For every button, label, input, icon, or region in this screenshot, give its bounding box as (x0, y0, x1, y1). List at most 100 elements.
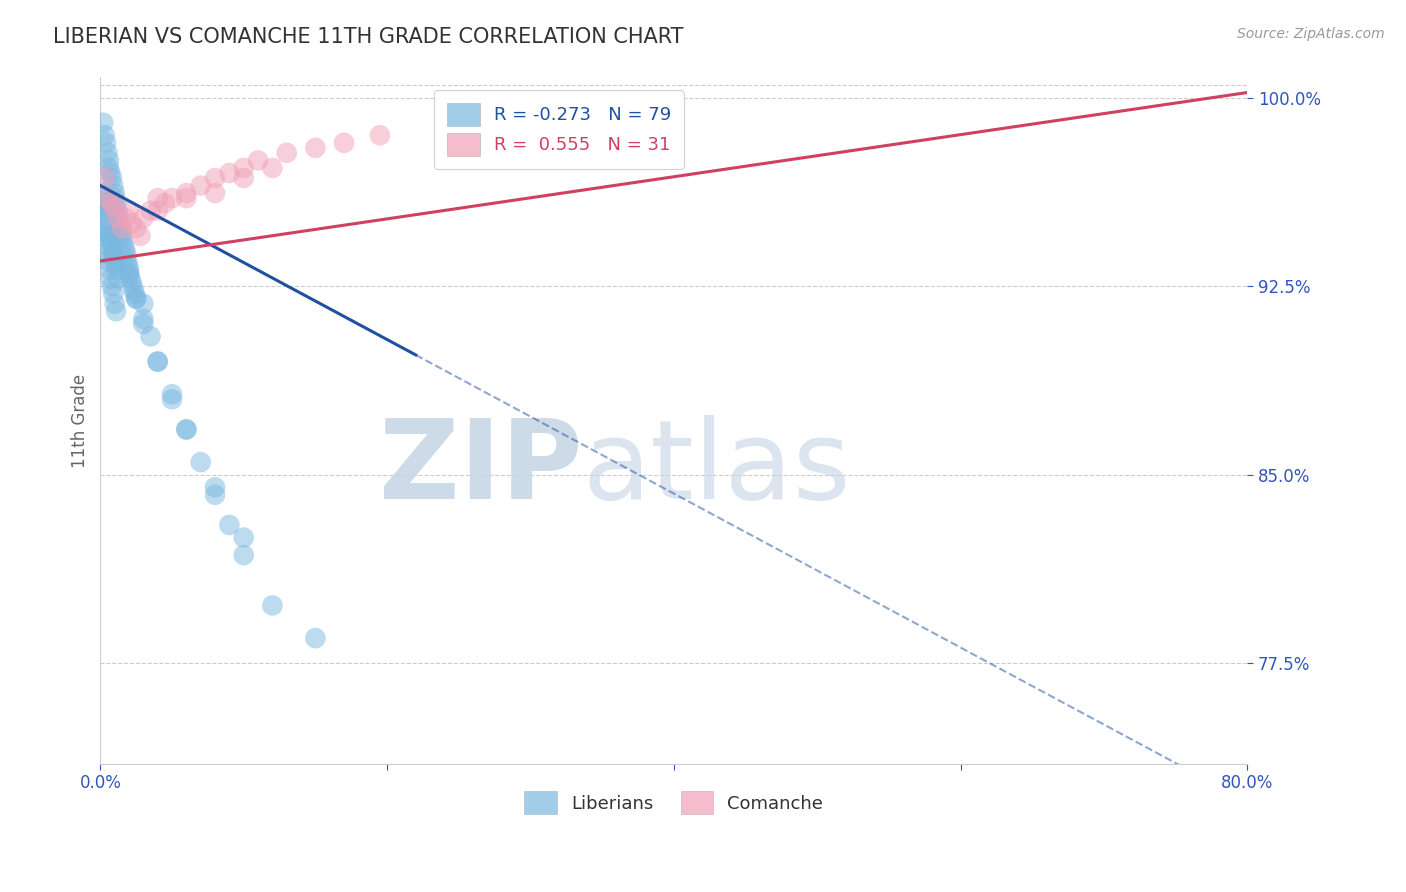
Point (132, 296, 155, 310)
Point (204, 171, 226, 186)
Point (190, 178, 212, 193)
Point (146, 203, 169, 218)
Point (132, 311, 155, 326)
Point (122, 282, 145, 296)
Point (103, 246, 125, 260)
Point (94, 136, 117, 150)
Point (104, 186, 127, 200)
Point (101, 171, 124, 186)
Point (125, 292, 148, 306)
Point (176, 186, 198, 200)
Point (97, 221, 120, 235)
Point (94, 203, 117, 218)
Point (139, 203, 162, 218)
Point (107, 203, 129, 218)
Point (100, 228, 122, 243)
Point (204, 480, 226, 494)
Point (146, 354, 169, 368)
Point (91, 191, 114, 205)
Point (111, 227, 134, 241)
Point (118, 203, 141, 218)
Point (104, 252, 127, 266)
Point (103, 246, 125, 260)
Point (94, 203, 117, 218)
Point (93, 128, 115, 143)
Point (90, 186, 112, 200)
Point (262, 161, 284, 175)
Point (96, 191, 118, 205)
Text: ZIP: ZIP (378, 415, 582, 522)
Point (333, 136, 356, 150)
Point (103, 178, 125, 193)
Point (176, 422, 198, 436)
Point (101, 236, 124, 251)
Point (176, 422, 198, 436)
Point (121, 216, 143, 230)
Point (101, 196, 124, 211)
Point (105, 304, 128, 318)
Point (105, 196, 128, 211)
Point (132, 211, 155, 226)
Point (93, 236, 115, 251)
Point (111, 221, 134, 235)
Point (96, 145, 118, 160)
Point (146, 354, 169, 368)
Point (110, 221, 132, 235)
Point (101, 279, 124, 293)
Point (101, 236, 124, 251)
Point (97, 261, 120, 276)
Point (115, 252, 138, 266)
Point (104, 201, 127, 215)
Point (368, 128, 391, 143)
Point (262, 599, 284, 613)
Text: LIBERIAN VS COMANCHE 11TH GRADE CORRELATION CHART: LIBERIAN VS COMANCHE 11TH GRADE CORRELAT… (53, 27, 683, 46)
Point (104, 254, 127, 268)
Point (276, 145, 298, 160)
Point (190, 455, 212, 469)
Point (93, 171, 115, 186)
Point (125, 292, 148, 306)
Point (218, 166, 240, 180)
Point (94, 246, 117, 260)
Point (247, 153, 270, 168)
Text: atlas: atlas (582, 415, 851, 522)
Point (96, 211, 118, 226)
Point (118, 267, 141, 281)
Point (107, 271, 129, 285)
Point (118, 267, 141, 281)
Point (304, 141, 326, 155)
Point (107, 209, 129, 223)
Point (111, 231, 134, 245)
Point (97, 221, 120, 235)
Point (108, 216, 131, 230)
Point (100, 271, 122, 285)
Point (93, 196, 115, 211)
Y-axis label: 11th Grade: 11th Grade (72, 374, 89, 467)
Point (115, 246, 138, 260)
Point (103, 286, 125, 301)
Point (91, 116, 114, 130)
Point (112, 236, 135, 251)
Point (104, 191, 127, 205)
Point (105, 261, 128, 276)
Point (93, 196, 115, 211)
Point (160, 387, 183, 401)
Point (146, 191, 169, 205)
Point (204, 186, 226, 200)
Point (218, 518, 240, 533)
Point (232, 531, 254, 545)
Point (132, 317, 155, 331)
Point (118, 261, 141, 276)
Point (100, 166, 122, 180)
Point (115, 211, 138, 226)
Point (96, 254, 118, 268)
Point (232, 171, 254, 186)
Point (160, 191, 183, 205)
Point (124, 286, 146, 301)
Point (91, 228, 114, 243)
Point (120, 271, 142, 285)
Point (304, 631, 326, 645)
Point (160, 392, 183, 407)
Point (232, 161, 254, 175)
Point (176, 191, 198, 205)
